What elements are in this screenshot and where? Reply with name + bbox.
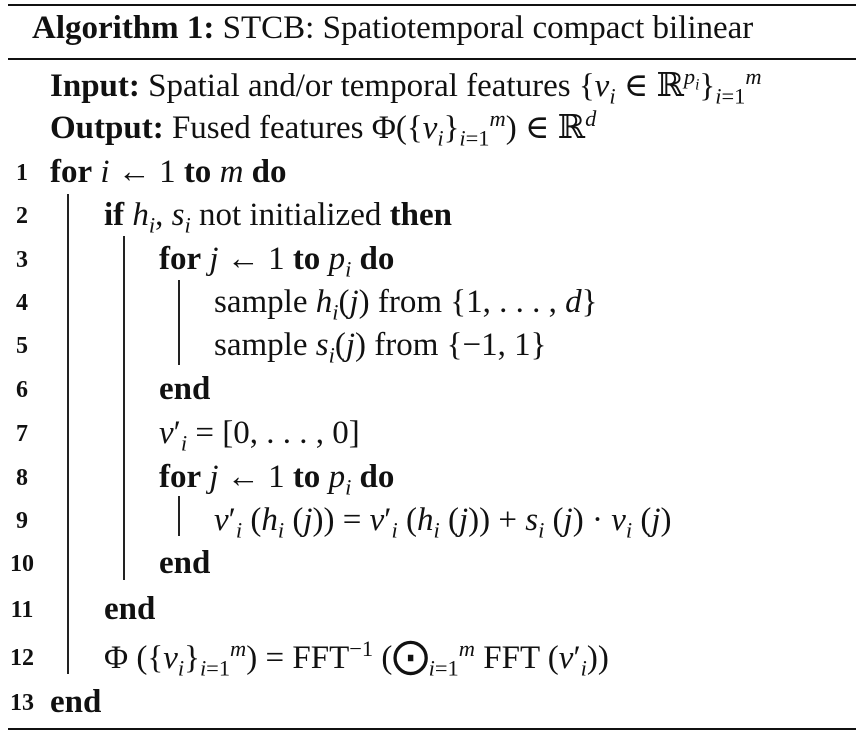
code-line-3: for j ← 1 to pi do xyxy=(159,241,395,282)
line-number: 3 xyxy=(16,247,28,273)
title-rule xyxy=(8,58,856,60)
algorithm-label: Algorithm 1: xyxy=(32,10,215,46)
line-number: 9 xyxy=(16,508,28,534)
input-label: Input: xyxy=(50,68,140,104)
line-number: 13 xyxy=(10,690,34,716)
code-line-13: end xyxy=(50,684,102,720)
line-number: 4 xyxy=(16,290,28,316)
line-number: 12 xyxy=(10,645,34,671)
top-rule xyxy=(8,4,856,6)
code-line-1: for i ← 1 to m do xyxy=(50,154,287,190)
indent-bar-inner-for-1 xyxy=(178,280,180,365)
indent-bar-inner-for-2 xyxy=(178,496,180,536)
output-math: Φ({vi}i=1m) ∈ ℝd xyxy=(371,106,597,151)
code-line-11: end xyxy=(104,591,156,627)
code-line-2: if hi, si not initialized then xyxy=(104,197,452,238)
line-number: 8 xyxy=(16,465,28,491)
code-line-7: v′i = [0, . . . , 0] xyxy=(159,415,360,456)
code-line-12: Φ ({vi}i=1m) = FFT−1 (⨀i=1m FFT (v′i)) xyxy=(104,636,609,681)
code-line-9: v′i (hi (j)) = v′i (hi (j)) + si (j) · v… xyxy=(214,502,672,543)
input-math: {vi ∈ ℝpi}i=1m xyxy=(578,64,762,109)
output-text: Fused features xyxy=(171,110,364,146)
algorithm-name: STCB: Spatiotemporal compact bilinear xyxy=(222,10,754,46)
line-number: 6 xyxy=(16,377,28,403)
indent-bar-if xyxy=(123,236,125,580)
output-line: Output: Fused features Φ({vi}i=1m) ∈ ℝd xyxy=(50,106,597,151)
code-line-5: sample si(j) from {−1, 1} xyxy=(214,327,547,368)
line-number: 1 xyxy=(16,160,28,186)
code-line-6: end xyxy=(159,371,211,407)
line-number: 10 xyxy=(10,551,34,577)
line-number: 11 xyxy=(10,597,34,623)
output-label: Output: xyxy=(50,110,164,146)
input-line: Input: Spatial and/or temporal features … xyxy=(50,64,762,109)
code-line-8: for j ← 1 to pi do xyxy=(159,459,395,500)
line-number: 7 xyxy=(16,421,28,447)
line-number: 2 xyxy=(16,203,28,229)
code-line-4: sample hi(j) from {1, . . . , d} xyxy=(214,284,598,325)
algorithm-title: Algorithm 1: STCB: Spatiotemporal compac… xyxy=(32,10,753,47)
indent-bar-outer-for xyxy=(67,194,69,674)
line-number: 5 xyxy=(16,333,28,359)
bottom-rule xyxy=(8,728,856,730)
code-line-10: end xyxy=(159,545,211,581)
input-text: Spatial and/or temporal features xyxy=(148,68,571,104)
